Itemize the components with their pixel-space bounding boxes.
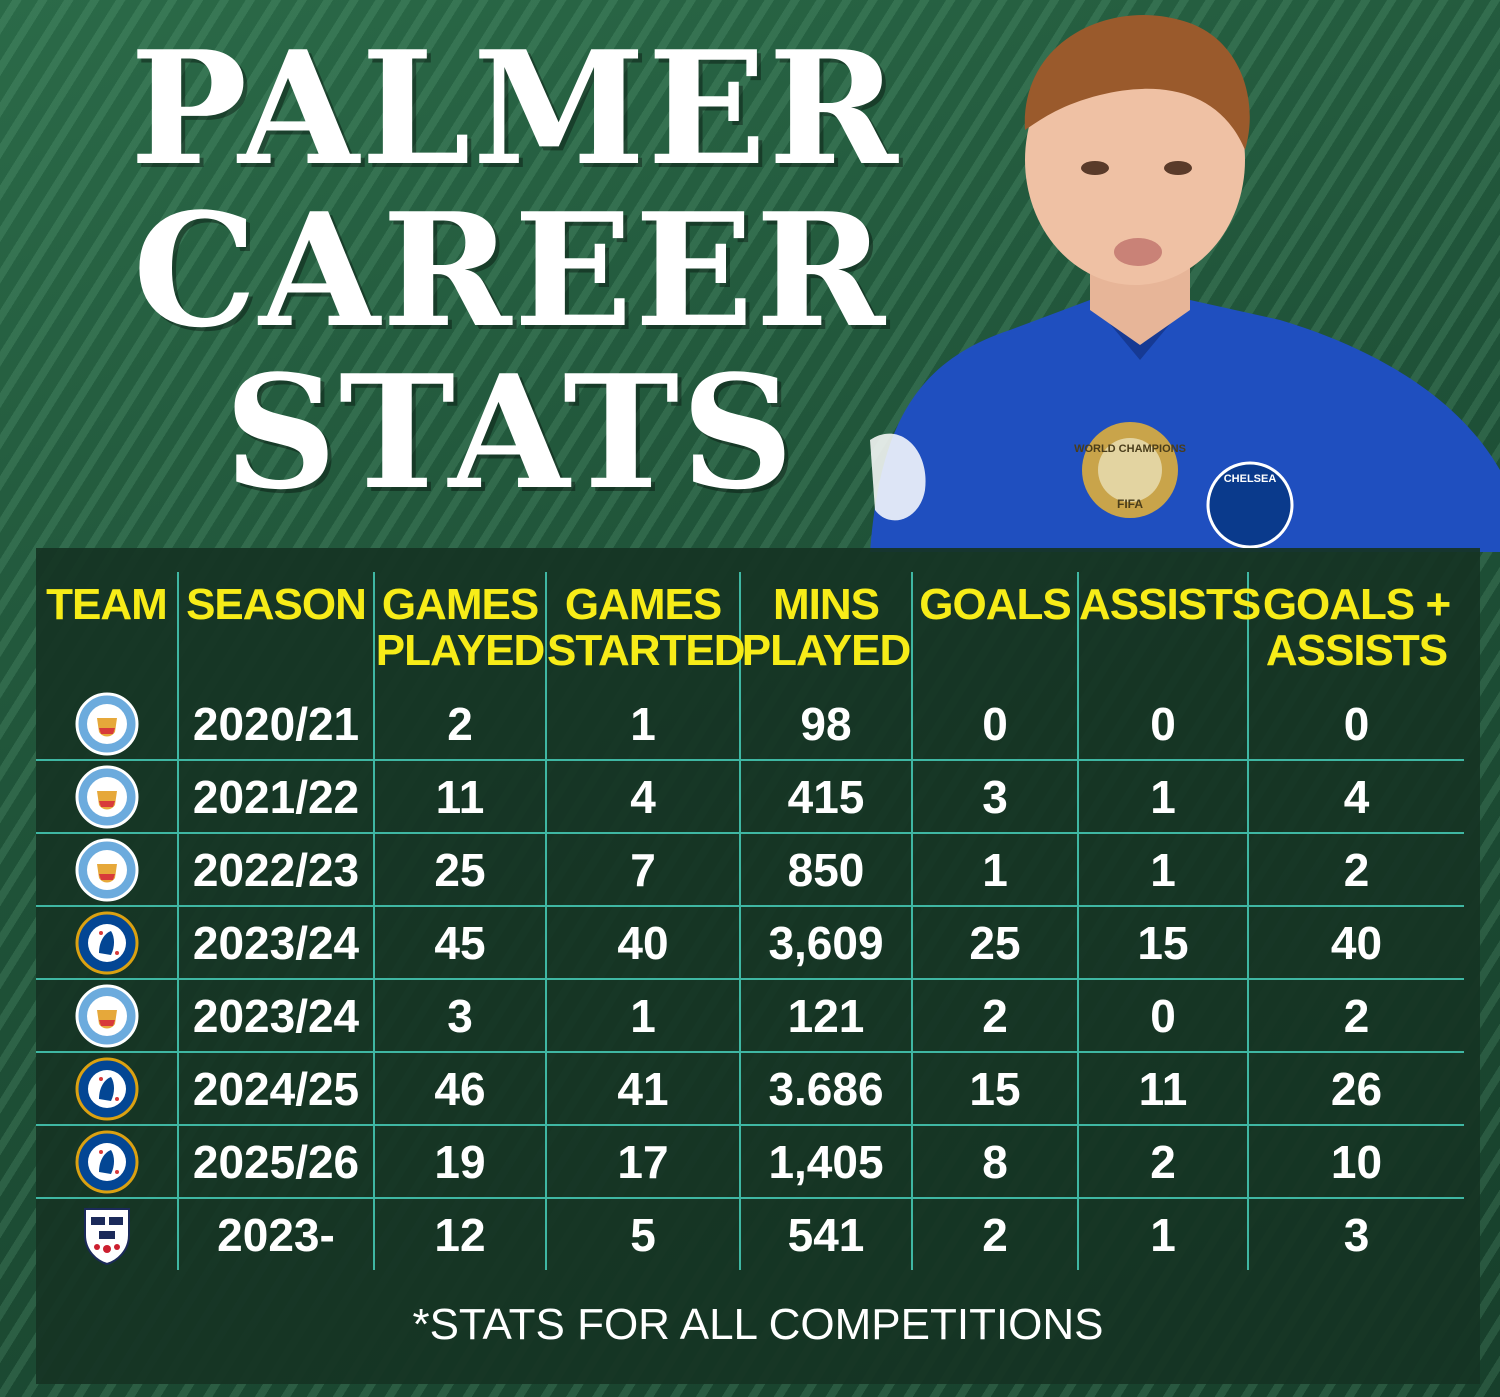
assists-cell: 1 bbox=[1077, 759, 1248, 833]
season-cell: 2022/23 bbox=[177, 832, 374, 906]
header-goals: GOALS bbox=[911, 572, 1078, 688]
man-city-crest-icon bbox=[75, 838, 139, 901]
team-cell bbox=[36, 759, 178, 833]
goals-assists-cell: 3 bbox=[1247, 1197, 1464, 1270]
games-started-cell: 7 bbox=[545, 832, 740, 906]
games-played-cell: 12 bbox=[373, 1197, 546, 1270]
assists-cell: 1 bbox=[1077, 1197, 1248, 1270]
page-title: PALMER CAREER STATS bbox=[130, 17, 900, 524]
goals-cell: 2 bbox=[911, 978, 1078, 1052]
table-row: 2022/23 25 7 850 1 1 2 bbox=[36, 832, 1464, 906]
season-cell: 2025/26 bbox=[177, 1124, 374, 1198]
assists-cell: 1 bbox=[1077, 832, 1248, 906]
header-games-played: GAMES PLAYED bbox=[373, 572, 546, 688]
table-row: 2024/25 46 41 3.686 15 11 26 bbox=[36, 1051, 1464, 1125]
games-played-cell: 11 bbox=[373, 759, 546, 833]
games-started-cell: 41 bbox=[545, 1051, 740, 1125]
england-crest-icon bbox=[75, 1205, 139, 1265]
header-team: TEAM bbox=[46, 580, 168, 629]
shirt-crest-text: CHELSEA bbox=[1224, 473, 1277, 485]
chelsea-crest-icon bbox=[75, 911, 139, 974]
table-row: 2023/24 45 40 3,609 25 15 40 bbox=[36, 905, 1464, 979]
goals-assists-cell: 40 bbox=[1247, 905, 1464, 979]
chelsea-crest-icon bbox=[75, 1130, 139, 1193]
games-started-cell: 5 bbox=[545, 1197, 740, 1270]
team-cell bbox=[36, 1197, 178, 1270]
man-city-crest-icon bbox=[75, 765, 139, 828]
games-started-cell: 17 bbox=[545, 1124, 740, 1198]
games-played-cell: 3 bbox=[373, 978, 546, 1052]
mins-played-cell: 850 bbox=[739, 832, 912, 906]
goals-cell: 0 bbox=[911, 688, 1078, 760]
goals-cell: 2 bbox=[911, 1197, 1078, 1270]
team-cell bbox=[36, 1051, 178, 1125]
goals-assists-cell: 4 bbox=[1247, 759, 1464, 833]
season-cell: 2023/24 bbox=[177, 978, 374, 1052]
mins-played-cell: 415 bbox=[739, 759, 912, 833]
team-cell bbox=[36, 905, 178, 979]
mins-played-cell: 541 bbox=[739, 1197, 912, 1270]
season-cell: 2023/24 bbox=[177, 905, 374, 979]
table-row: 2025/26 19 17 1,405 8 2 10 bbox=[36, 1124, 1464, 1198]
games-played-cell: 19 bbox=[373, 1124, 546, 1198]
assists-cell: 0 bbox=[1077, 688, 1248, 760]
goals-assists-cell: 26 bbox=[1247, 1051, 1464, 1125]
season-cell: 2020/21 bbox=[177, 688, 374, 760]
footnote: *STATS FOR ALL COMPETITIONS bbox=[412, 1300, 1104, 1349]
chelsea-crest-icon bbox=[75, 1057, 139, 1120]
mins-played-cell: 1,405 bbox=[739, 1124, 912, 1198]
goals-cell: 25 bbox=[911, 905, 1078, 979]
table-row: 2023/24 3 1 121 2 0 2 bbox=[36, 978, 1464, 1052]
goals-assists-cell: 0 bbox=[1247, 688, 1464, 760]
jersey-badge-sub: FIFA bbox=[1117, 497, 1143, 511]
mins-played-cell: 3.686 bbox=[739, 1051, 912, 1125]
man-city-crest-icon bbox=[75, 692, 139, 755]
assists-cell: 0 bbox=[1077, 978, 1248, 1052]
goals-assists-cell: 10 bbox=[1247, 1124, 1464, 1198]
season-cell: 2024/25 bbox=[177, 1051, 374, 1125]
jersey-badge-text: WORLD CHAMPIONS bbox=[1074, 443, 1186, 455]
goals-cell: 8 bbox=[911, 1124, 1078, 1198]
games-started-cell: 40 bbox=[545, 905, 740, 979]
title-line-1: PALMER bbox=[130, 17, 900, 200]
goals-assists-cell: 2 bbox=[1247, 832, 1464, 906]
mins-played-cell: 98 bbox=[739, 688, 912, 760]
team-cell bbox=[36, 1124, 178, 1198]
header-assists: ASSISTS bbox=[1077, 572, 1261, 688]
table-row: 2021/22 11 4 415 3 1 4 bbox=[36, 759, 1464, 833]
header-goals-assists: GOALS + ASSISTS bbox=[1247, 572, 1464, 688]
header-mins-played: MINS PLAYED bbox=[739, 572, 912, 688]
assists-cell: 15 bbox=[1077, 905, 1248, 979]
games-played-cell: 25 bbox=[373, 832, 546, 906]
goals-cell: 3 bbox=[911, 759, 1078, 833]
mins-played-cell: 121 bbox=[739, 978, 912, 1052]
team-cell bbox=[36, 688, 178, 760]
goals-cell: 1 bbox=[911, 832, 1078, 906]
table-row: 2020/21 2 1 98 0 0 0 bbox=[36, 688, 1464, 760]
team-cell bbox=[36, 832, 178, 906]
stats-table: TEAM SEASON GAMES PLAYED GAMES STARTED M… bbox=[36, 572, 1464, 1270]
games-played-cell: 45 bbox=[373, 905, 546, 979]
mins-played-cell: 3,609 bbox=[739, 905, 912, 979]
player-photo: WORLD CHAMPIONS FIFA CHELSEA bbox=[870, 14, 1500, 552]
title-line-2: CAREER bbox=[132, 179, 888, 362]
table-row: 2023- 12 5 541 2 1 3 bbox=[36, 1197, 1464, 1270]
games-started-cell: 1 bbox=[545, 978, 740, 1052]
title-line-3: STATS bbox=[224, 341, 796, 524]
goals-assists-cell: 2 bbox=[1247, 978, 1464, 1052]
games-played-cell: 46 bbox=[373, 1051, 546, 1125]
games-started-cell: 4 bbox=[545, 759, 740, 833]
header-row: TEAM SEASON GAMES PLAYED GAMES STARTED M… bbox=[36, 572, 1464, 688]
season-cell: 2021/22 bbox=[177, 759, 374, 833]
games-played-cell: 2 bbox=[373, 688, 546, 760]
man-city-crest-icon bbox=[75, 984, 139, 1047]
goals-cell: 15 bbox=[911, 1051, 1078, 1125]
team-cell bbox=[36, 978, 178, 1052]
season-cell: 2023- bbox=[177, 1197, 374, 1270]
assists-cell: 11 bbox=[1077, 1051, 1248, 1125]
header-season: SEASON bbox=[177, 572, 374, 688]
assists-cell: 2 bbox=[1077, 1124, 1248, 1198]
games-started-cell: 1 bbox=[545, 688, 740, 760]
header-games-started: GAMES STARTED bbox=[545, 572, 746, 688]
